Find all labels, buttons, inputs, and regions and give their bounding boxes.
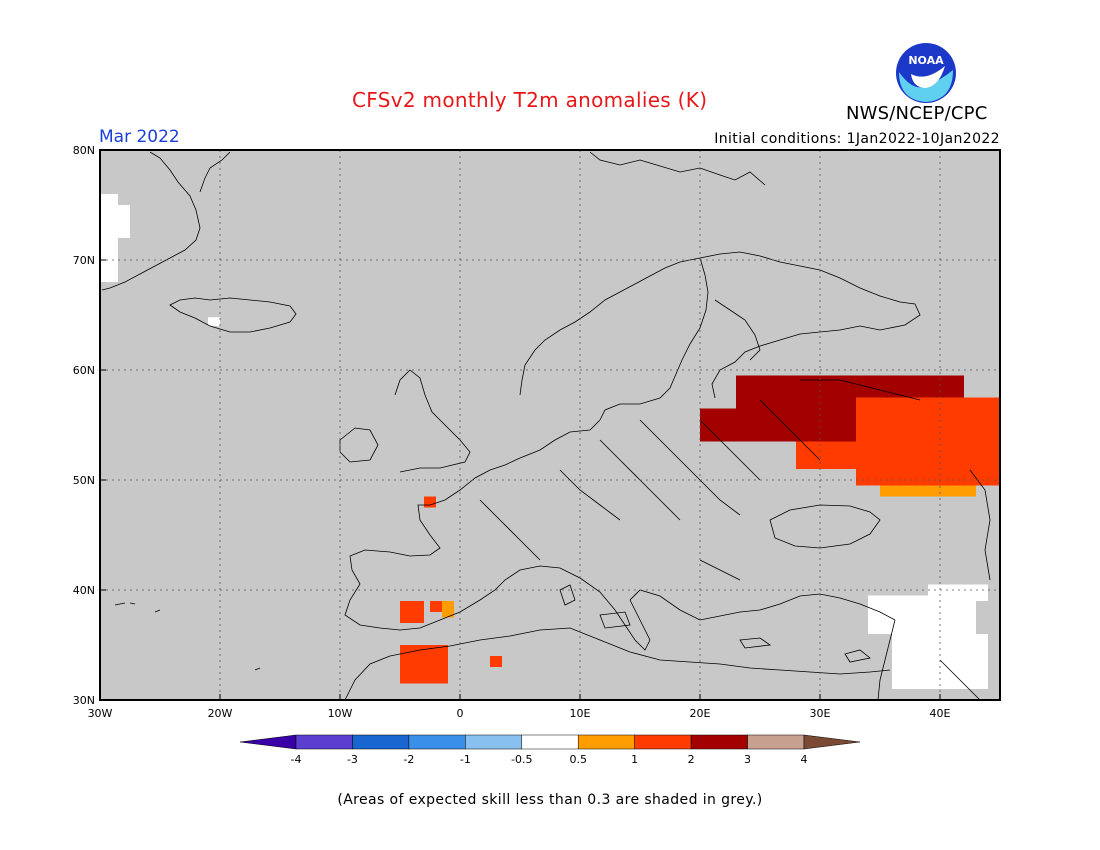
anomaly-cell-13 xyxy=(208,317,220,326)
lat-tick-label: 70N xyxy=(73,254,95,267)
anomaly-cell-14 xyxy=(868,595,976,634)
anomaly-cell-3 xyxy=(796,441,880,469)
lon-tick-label: 10W xyxy=(328,707,353,720)
colorbar-segment xyxy=(408,734,466,750)
map-figure: 30W 20W 10W 0 10E 20E 30E 40E 80N 70N 60N 50N 40N 30N… xyxy=(73,144,1001,766)
lat-tick-label: 80N xyxy=(73,144,95,157)
colorbar-segment xyxy=(352,734,410,750)
anomaly-cell-12 xyxy=(118,205,130,238)
colorbar-segment xyxy=(634,734,692,750)
colorbar-label: 2 xyxy=(688,753,695,766)
lon-tick-label: 20E xyxy=(690,707,711,720)
anomaly-layer xyxy=(100,194,1000,689)
anomaly-cell-6 xyxy=(400,601,424,623)
lon-tick-label: 30W xyxy=(88,707,113,720)
lon-tick-label: 20W xyxy=(208,707,233,720)
colorbar-max-arrow xyxy=(803,734,861,750)
lon-tick-label: 10E xyxy=(570,707,591,720)
organization-label: NWS/NCEP/CPC xyxy=(846,103,988,124)
anomaly-cell-11 xyxy=(100,194,118,282)
lon-tick-label: 40E xyxy=(930,707,951,720)
lon-tick-label: 0 xyxy=(457,707,464,720)
colorbar: -4 -3 -2 -1 -0.5 0.5 1 2 3 4 xyxy=(239,734,861,766)
colorbar-segment xyxy=(465,734,523,750)
lat-tick-label: 60N xyxy=(73,364,95,377)
lat-tick-label: 30N xyxy=(73,694,95,707)
anomaly-cell-16 xyxy=(928,584,988,601)
colorbar-label: -3 xyxy=(347,753,358,766)
colorbar-label: 0.5 xyxy=(569,753,587,766)
anomaly-cell-4 xyxy=(880,485,976,497)
colorbar-min-arrow xyxy=(239,734,297,750)
anomaly-cell-10 xyxy=(424,496,436,508)
lat-tick-label: 40N xyxy=(73,584,95,597)
anomaly-cell-1 xyxy=(700,408,856,442)
anomaly-cell-8 xyxy=(442,601,454,618)
lon-tick-label: 30E xyxy=(810,707,831,720)
map-area: 30W 20W 10W 0 10E 20E 30E 40E 80N 70N 60N 50N 40N 30N xyxy=(73,144,1001,720)
colorbar-label: 4 xyxy=(801,753,808,766)
anomaly-cell-9 xyxy=(490,656,502,667)
graticule xyxy=(100,150,1000,700)
axis-labels: 30W 20W 10W 0 10E 20E 30E 40E 80N 70N 60N 50N 40N 30N xyxy=(73,144,951,720)
initial-conditions-label: Initial conditions: 1Jan2022-10Jan2022 xyxy=(714,131,1000,147)
chart-title: CFSv2 monthly T2m anomalies (K) xyxy=(352,88,708,112)
colorbar-segment xyxy=(690,734,748,750)
anomaly-cell-5 xyxy=(400,645,448,684)
noaa-logo-icon: NOAA xyxy=(896,43,956,103)
colorbar-label: -1 xyxy=(460,753,471,766)
coastlines xyxy=(101,151,991,701)
colorbar-label: -0.5 xyxy=(511,753,532,766)
colorbar-segment xyxy=(747,734,805,750)
lat-tick-label: 50N xyxy=(73,474,95,487)
month-label: Mar 2022 xyxy=(99,127,180,147)
footnote: (Areas of expected skill less than 0.3 a… xyxy=(337,792,763,808)
logo-text: NOAA xyxy=(908,54,944,67)
colorbar-label: -2 xyxy=(403,753,414,766)
anomaly-cell-7 xyxy=(430,601,442,612)
colorbar-label: 3 xyxy=(744,753,751,766)
colorbar-label: -4 xyxy=(291,753,302,766)
map-frame xyxy=(99,149,1001,701)
colorbar-label: 1 xyxy=(631,753,638,766)
colorbar-segment xyxy=(521,734,579,750)
colorbar-segment xyxy=(577,734,635,750)
colorbar-segment xyxy=(295,734,353,750)
